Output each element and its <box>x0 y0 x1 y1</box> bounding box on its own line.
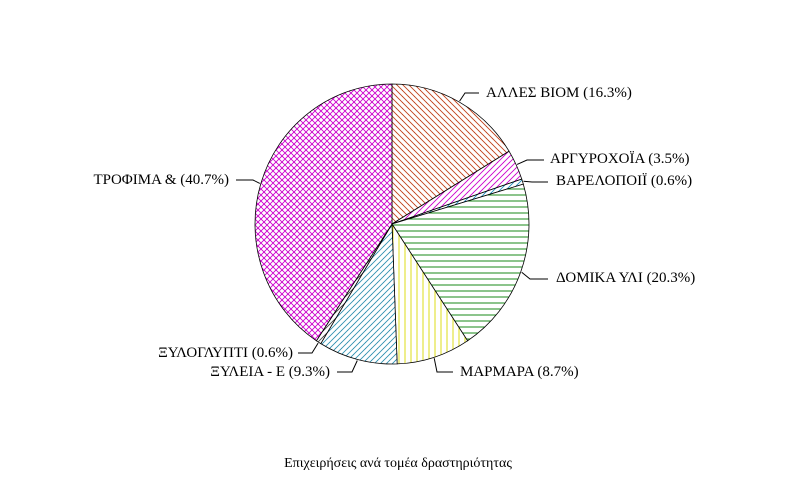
leader-line-αργυροχοϊα <box>516 159 544 165</box>
pie-slice-ξυλεια-ε <box>320 222 398 365</box>
leader-line-δομικα-υλι <box>521 271 548 280</box>
leader-line-ξυλεια-ε <box>337 360 358 373</box>
slice-label-αλλες-βιομ: ΑΛΛΕΣ ΒΙΟΜ (16.3%) <box>486 85 632 101</box>
slice-labels: ΑΛΛΕΣ ΒΙΟΜ (16.3%) ΑΡΓΥΡΟΧΟΪΑ (3.5%) ΒΑΡΕΛ… <box>93 85 695 380</box>
pie-slice-αλλες-βιομ <box>391 83 510 225</box>
chart-caption: Επιχειρήσεις ανά τομέα δραστηριότητας <box>284 456 512 471</box>
slice-label-τροφιμα: ΤΡΟΦΙΜΑ & (40.7%) <box>93 172 229 188</box>
leader-line-μαρμαρα <box>433 358 453 373</box>
pie-slice-τροφιμα <box>254 83 393 342</box>
slice-label-ξυλογλυπτι: ΞΥΛΟΓΛΥΠΤΙ (0.6%) <box>158 345 293 361</box>
leader-lines <box>236 92 548 373</box>
leader-line-αλλες-βιομ <box>459 92 479 102</box>
slice-label-μαρμαρα: ΜΑΡΜΑΡΑ (8.7%) <box>460 364 579 380</box>
leader-line-τροφιμα <box>236 179 261 184</box>
pie-slice-δομικα-υλι <box>391 183 530 342</box>
slice-label-βαρελοποιϊ: ΒΑΡΕΛΟΠΟΙΪ (0.6%) <box>556 172 692 189</box>
leader-line-ξυλογλυπτι <box>298 342 319 354</box>
pie-slices <box>254 83 530 365</box>
slice-label-ξυλεια-ε: ΞΥΛΕΙΑ - Ε (9.3%) <box>210 364 330 380</box>
slice-label-δομικα-υλι: ΔΟΜΙΚΑ ΥΛΙ (20.3%) <box>556 270 695 286</box>
slice-label-αργυροχοϊα: ΑΡΓΥΡΟΧΟΪΑ (3.5%) <box>550 150 690 167</box>
leader-line-βαρελοποιϊ <box>523 180 548 183</box>
